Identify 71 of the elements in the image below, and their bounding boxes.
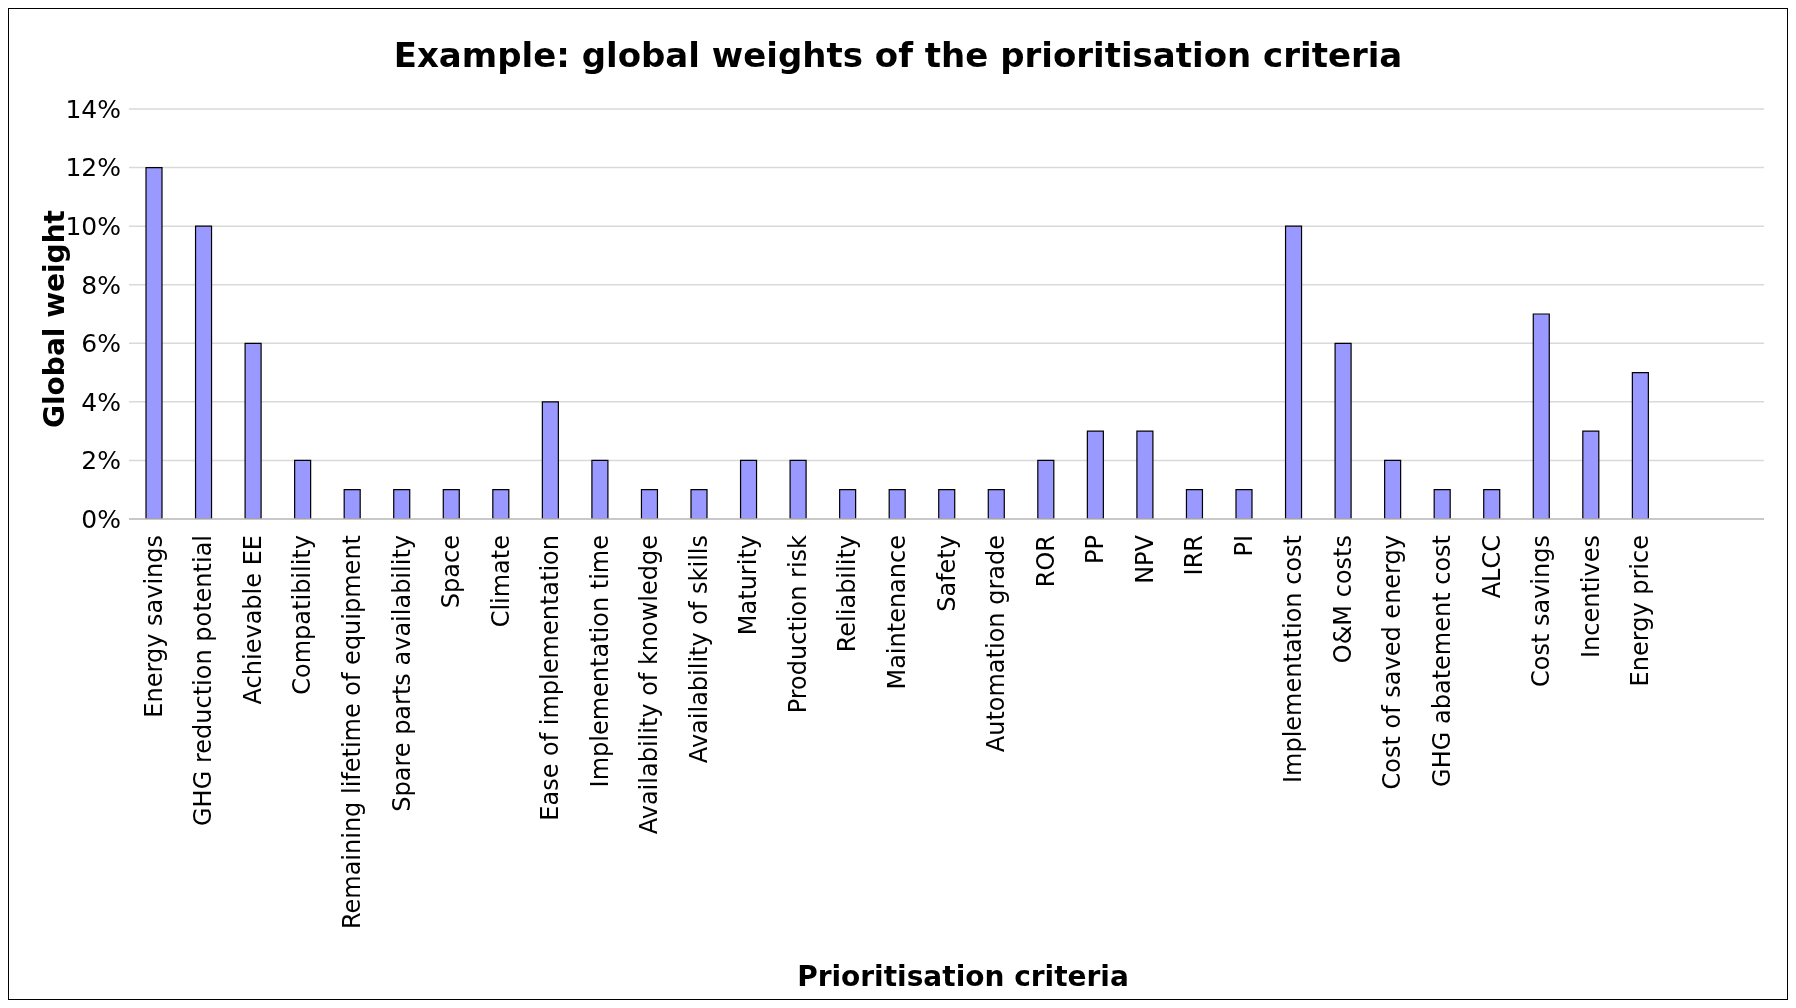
x-tick-label: Safety <box>932 535 961 612</box>
x-tick-label: O&M costs <box>1328 535 1357 664</box>
bar <box>393 489 411 519</box>
x-tick-label: Availability of knowledge <box>635 535 664 835</box>
y-tick-label: 8% <box>81 270 121 300</box>
bar <box>1136 430 1154 519</box>
bar <box>1235 489 1253 519</box>
x-tick-label: Remaining lifetime of equipment <box>337 535 366 930</box>
x-tick-label: Availability of skills <box>684 535 713 764</box>
y-tick-label: 4% <box>81 387 121 417</box>
bar <box>1334 342 1352 519</box>
x-tick-label: PI <box>1229 535 1258 557</box>
bar <box>839 489 857 519</box>
bar <box>1037 459 1055 519</box>
bar <box>442 489 460 519</box>
x-tick-label: Production risk <box>783 534 812 714</box>
y-tick-label: 0% <box>81 504 121 534</box>
y-tick-label: 6% <box>81 329 121 359</box>
chart-title: Example: global weights of the prioritisation criteria <box>392 35 1404 75</box>
bar <box>343 489 361 519</box>
x-tick-label: Maturity <box>734 535 763 636</box>
x-tick-label: Implementation cost <box>1279 535 1308 783</box>
bar <box>640 489 659 519</box>
bar <box>789 459 807 519</box>
x-tick-label: ALCC <box>1477 535 1506 599</box>
x-tick-label: IRR <box>1180 535 1209 576</box>
bar <box>1384 459 1402 519</box>
y-tick-label: 14% <box>65 94 121 124</box>
bar <box>1185 489 1204 519</box>
bar <box>987 489 1005 519</box>
x-tick-label: Achievable EE <box>238 535 267 705</box>
bar <box>1284 225 1303 519</box>
bar <box>1532 313 1550 519</box>
x-tick-label: Maintenance <box>882 535 911 690</box>
bar <box>888 489 906 519</box>
x-tick-label: Climate <box>486 535 515 628</box>
bar <box>690 489 708 519</box>
bar <box>1582 430 1600 519</box>
x-tick-label: NPV <box>1130 534 1159 584</box>
x-tick-label: Spare parts availability <box>387 535 416 812</box>
x-tick-label: Automation grade <box>982 535 1011 753</box>
bar <box>1433 489 1451 519</box>
x-tick-label: Implementation time <box>585 535 614 788</box>
bar <box>938 489 956 519</box>
bar <box>492 489 510 519</box>
x-tick-label: Cost of saved energy <box>1378 535 1407 790</box>
x-tick-label: PP <box>1081 535 1110 564</box>
bar <box>294 459 312 519</box>
x-tick-label: GHG abatement cost <box>1427 535 1456 787</box>
bar <box>1086 430 1104 519</box>
x-tick-label: Ease of implementation <box>536 535 565 821</box>
x-tick-label: Reliability <box>833 535 862 653</box>
x-tick-label: Compatibility <box>288 535 317 695</box>
y-tick-label: 12% <box>65 153 121 183</box>
bar <box>739 459 758 519</box>
x-tick-label: Energy savings <box>139 535 168 718</box>
x-tick-label: Energy price <box>1626 535 1655 687</box>
x-tick-label: Space <box>437 535 466 609</box>
bar <box>541 401 559 519</box>
y-tick-label: 2% <box>81 446 121 476</box>
bar <box>1631 371 1649 519</box>
bar <box>145 166 163 519</box>
x-tick-label: ROR <box>1031 535 1060 588</box>
x-tick-label: Cost savings <box>1527 535 1556 688</box>
bar <box>591 459 609 519</box>
x-tick-label: Incentives <box>1576 535 1605 659</box>
bar <box>194 225 213 519</box>
x-axis-title: Prioritisation criteria <box>796 960 1130 993</box>
x-tick-label: GHG reduction potential <box>189 535 218 826</box>
bar <box>244 342 262 519</box>
bar <box>1483 489 1501 519</box>
